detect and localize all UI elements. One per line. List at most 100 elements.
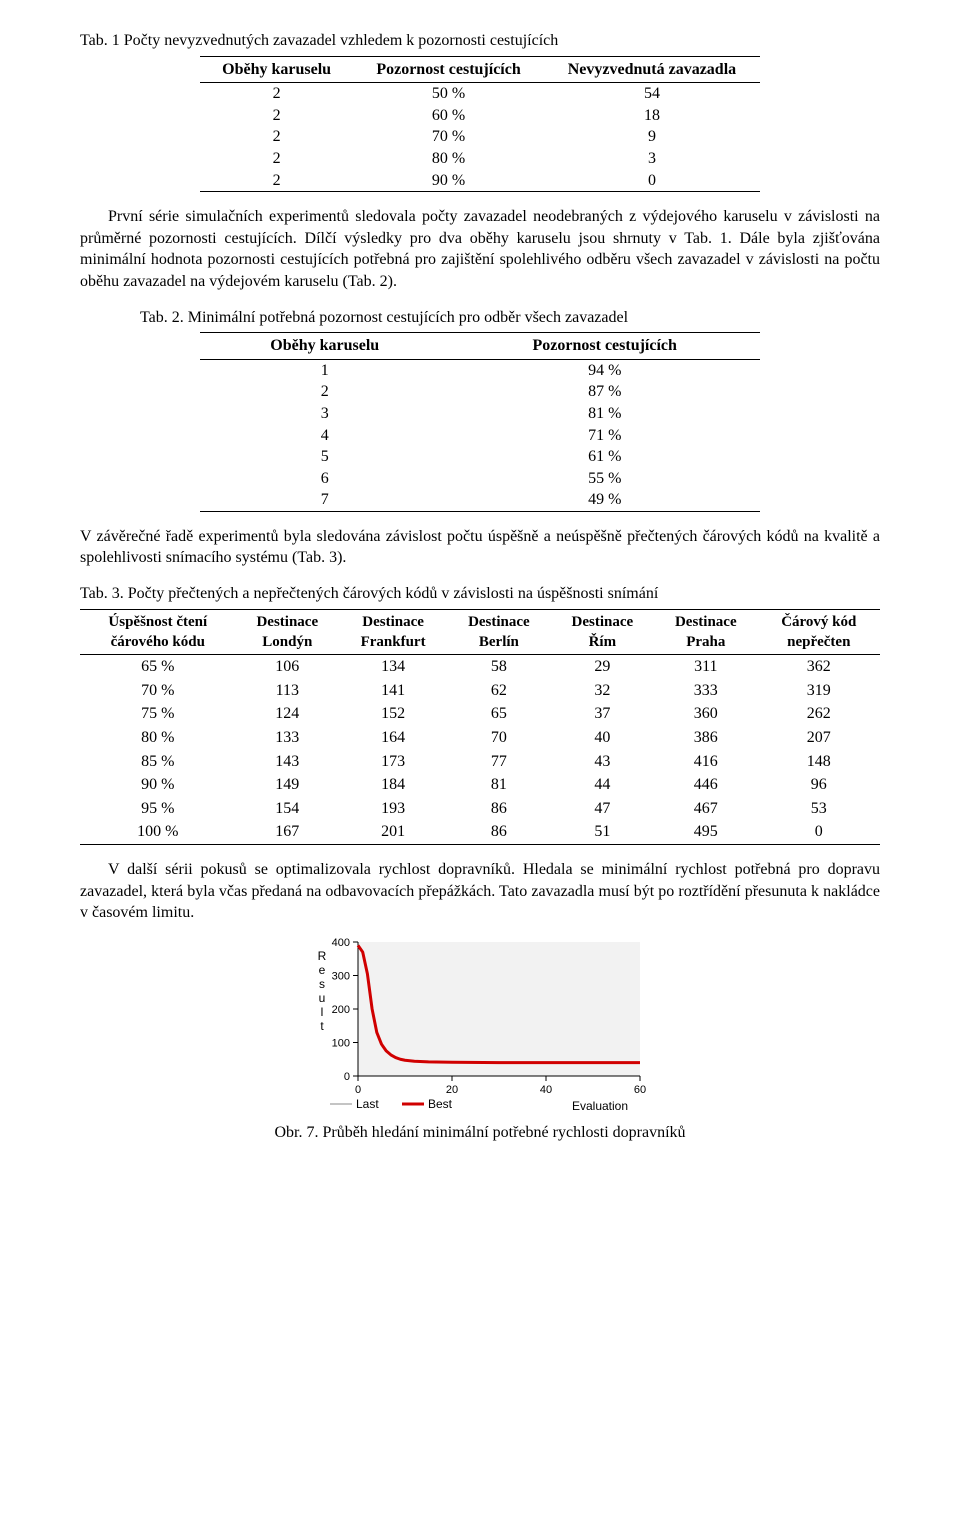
svg-text:0: 0 [355, 1084, 361, 1096]
svg-text:300: 300 [332, 970, 350, 982]
table-cell: 106 [236, 655, 339, 679]
table-cell: 0 [544, 170, 760, 192]
table1: Oběhy karuseluPozornost cestujícíchNevyz… [200, 56, 760, 193]
table-cell: 124 [236, 702, 339, 726]
table-cell: 6 [200, 468, 449, 490]
table-cell: 58 [447, 655, 550, 679]
table-cell: 333 [654, 679, 757, 703]
column-header: Čárový kódnepřečten [758, 609, 880, 655]
table-cell: 75 % [80, 702, 236, 726]
table-cell: 2 [200, 105, 353, 127]
table-cell: 2 [200, 381, 449, 403]
table-cell: 81 % [449, 403, 760, 425]
table-cell: 167 [236, 820, 339, 844]
table-cell: 51 [551, 820, 654, 844]
paragraph-2: V závěrečné řadě experimentů byla sledov… [80, 526, 880, 569]
table-cell: 467 [654, 797, 757, 821]
table-cell: 173 [339, 750, 447, 774]
table-cell: 49 % [449, 489, 760, 511]
table-cell: 71 % [449, 425, 760, 447]
table-cell: 90 % [353, 170, 544, 192]
table-cell: 207 [758, 726, 880, 750]
table-cell: 2 [200, 83, 353, 105]
table-cell: 62 [447, 679, 550, 703]
table-cell: 81 [447, 773, 550, 797]
svg-text:400: 400 [332, 937, 350, 949]
column-header: Oběhy karuselu [200, 56, 353, 83]
svg-text:20: 20 [446, 1084, 458, 1096]
table-cell: 37 [551, 702, 654, 726]
table-cell: 184 [339, 773, 447, 797]
table-cell: 32 [551, 679, 654, 703]
table-cell: 86 [447, 797, 550, 821]
table-cell: 85 % [80, 750, 236, 774]
table-cell: 65 % [80, 655, 236, 679]
table-cell: 60 % [353, 105, 544, 127]
svg-text:u: u [319, 991, 326, 1005]
table-cell: 65 [447, 702, 550, 726]
table-cell: 148 [758, 750, 880, 774]
table-cell: 134 [339, 655, 447, 679]
table2-caption: Tab. 2. Minimální potřebná pozornost ces… [140, 307, 880, 329]
table-cell: 9 [544, 126, 760, 148]
table-cell: 55 % [449, 468, 760, 490]
table-cell: 80 % [353, 148, 544, 170]
table-cell: 113 [236, 679, 339, 703]
table-cell: 446 [654, 773, 757, 797]
table-cell: 40 [551, 726, 654, 750]
column-header: DestinaceLondýn [236, 609, 339, 655]
table-cell: 96 [758, 773, 880, 797]
svg-text:s: s [319, 977, 325, 991]
table-cell: 70 % [353, 126, 544, 148]
table-cell: 319 [758, 679, 880, 703]
table-cell: 141 [339, 679, 447, 703]
table-cell: 2 [200, 126, 353, 148]
table-cell: 416 [654, 750, 757, 774]
svg-text:l: l [321, 1005, 324, 1019]
table-cell: 311 [654, 655, 757, 679]
column-header: DestinaceBerlín [447, 609, 550, 655]
paragraph-1: První série simulačních experimentů sled… [80, 206, 880, 292]
svg-text:Evaluation: Evaluation [572, 1099, 628, 1113]
svg-text:100: 100 [332, 1037, 350, 1049]
table-cell: 149 [236, 773, 339, 797]
table-cell: 362 [758, 655, 880, 679]
table-cell: 164 [339, 726, 447, 750]
table-cell: 2 [200, 170, 353, 192]
table-cell: 0 [758, 820, 880, 844]
table-cell: 7 [200, 489, 449, 511]
table-cell: 50 % [353, 83, 544, 105]
table-cell: 3 [544, 148, 760, 170]
table-cell: 43 [551, 750, 654, 774]
column-header: Pozornost cestujících [449, 333, 760, 360]
table-cell: 495 [654, 820, 757, 844]
table-cell: 201 [339, 820, 447, 844]
svg-text:60: 60 [634, 1084, 646, 1096]
table-cell: 77 [447, 750, 550, 774]
table-cell: 100 % [80, 820, 236, 844]
paragraph-3: V další sérii pokusů se optimalizovala r… [80, 859, 880, 924]
chart-result-vs-evaluation: 01002003004000204060EvaluationResultLast… [310, 934, 650, 1114]
table-cell: 18 [544, 105, 760, 127]
table-cell: 80 % [80, 726, 236, 750]
table2: Oběhy karuseluPozornost cestujících 194 … [200, 332, 760, 512]
table-cell: 54 [544, 83, 760, 105]
svg-text:40: 40 [540, 1084, 552, 1096]
table-cell: 262 [758, 702, 880, 726]
table-cell: 143 [236, 750, 339, 774]
table3: Úspěšnost čteníčárového kóduDestinaceLon… [80, 609, 880, 845]
svg-text:200: 200 [332, 1004, 350, 1016]
column-header: Úspěšnost čteníčárového kódu [80, 609, 236, 655]
svg-text:e: e [319, 963, 326, 977]
table-cell: 193 [339, 797, 447, 821]
table-cell: 47 [551, 797, 654, 821]
column-header: DestinaceŘím [551, 609, 654, 655]
svg-text:R: R [318, 949, 327, 963]
table-cell: 70 [447, 726, 550, 750]
table-cell: 53 [758, 797, 880, 821]
svg-text:Last: Last [356, 1097, 379, 1111]
table-cell: 70 % [80, 679, 236, 703]
table-cell: 94 % [449, 359, 760, 381]
svg-text:Best: Best [428, 1097, 453, 1111]
svg-text:t: t [320, 1019, 324, 1033]
